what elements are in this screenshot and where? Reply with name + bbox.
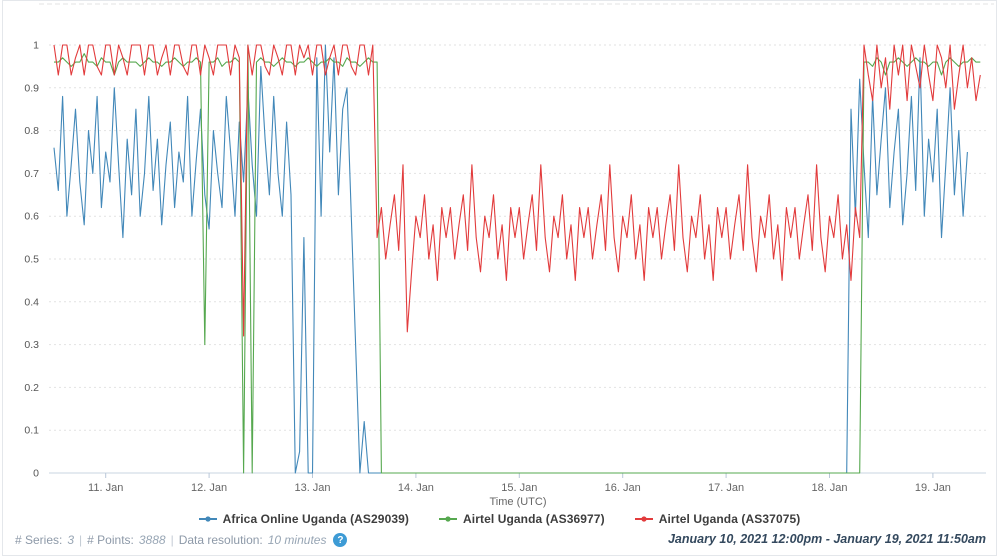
svg-text:0.6: 0.6 (24, 211, 39, 223)
svg-text:12. Jan: 12. Jan (191, 482, 227, 494)
separator: | (79, 533, 83, 547)
legend-item-airtel-uganda-36977[interactable]: Airtel Uganda (AS36977) (439, 512, 605, 526)
svg-text:0.2: 0.2 (24, 382, 39, 394)
help-icon[interactable]: ? (333, 533, 348, 547)
points-count-value: 3888 (138, 533, 166, 547)
svg-text:0: 0 (33, 468, 39, 480)
time-range-label: January 10, 2021 12:00pm - January 19, 2… (667, 532, 986, 546)
plot-area[interactable]: 1 0.9 0.8 0.7 0.6 0.5 0.4 0.3 0.2 0.1 0 11. Jan 12. … (3, 1, 996, 509)
line-marker-icon (634, 516, 653, 522)
series-count-value: 3 (67, 533, 75, 547)
resolution-value: 10 minutes (267, 533, 327, 547)
separator: | (170, 533, 174, 547)
points-count-label: # Points: (87, 533, 134, 547)
series-count-label: # Series: (15, 533, 63, 547)
resolution-label: Data resolution: (178, 533, 263, 547)
svg-text:0.8: 0.8 (24, 125, 39, 137)
svg-text:0.5: 0.5 (24, 254, 39, 266)
legend-label: Africa Online Uganda (AS29039) (222, 512, 409, 526)
svg-text:0.3: 0.3 (24, 339, 39, 351)
svg-text:15. Jan: 15. Jan (501, 482, 537, 494)
legend-item-airtel-uganda-37075[interactable]: Airtel Uganda (AS37075) (634, 512, 801, 526)
svg-text:0.4: 0.4 (24, 296, 39, 308)
chart-stats: # Series: 3 | # Points: 3888 | Data reso… (15, 533, 348, 547)
legend-label: Airtel Uganda (AS37075) (658, 512, 801, 526)
svg-text:1: 1 (33, 40, 39, 52)
svg-text:16. Jan: 16. Jan (605, 482, 641, 494)
timeseries-chart[interactable]: 1 0.9 0.8 0.7 0.6 0.5 0.4 0.3 0.2 0.1 0 11. Jan 12. … (3, 1, 996, 509)
legend: Africa Online Uganda (AS29039) Airtel Ug… (3, 512, 996, 526)
line-marker-icon (439, 516, 457, 522)
svg-text:19. Jan: 19. Jan (915, 482, 951, 494)
svg-text:17. Jan: 17. Jan (708, 482, 744, 494)
svg-text:18. Jan: 18. Jan (811, 482, 847, 494)
legend-item-africa-online-uganda[interactable]: Africa Online Uganda (AS29039) (198, 512, 409, 526)
svg-text:14. Jan: 14. Jan (398, 482, 434, 494)
svg-text:0.1: 0.1 (24, 425, 39, 437)
svg-text:0.9: 0.9 (24, 82, 39, 94)
svg-text:11. Jan: 11. Jan (88, 482, 123, 494)
line-marker-icon (198, 516, 217, 522)
svg-text:0.7: 0.7 (24, 168, 39, 180)
legend-label: Airtel Uganda (AS36977) (463, 512, 605, 526)
svg-text:13. Jan: 13. Jan (294, 482, 330, 494)
svg-text:Time (UTC): Time (UTC) (489, 496, 546, 508)
chart-footer: # Series: 3 | # Points: 3888 | Data reso… (3, 531, 996, 551)
